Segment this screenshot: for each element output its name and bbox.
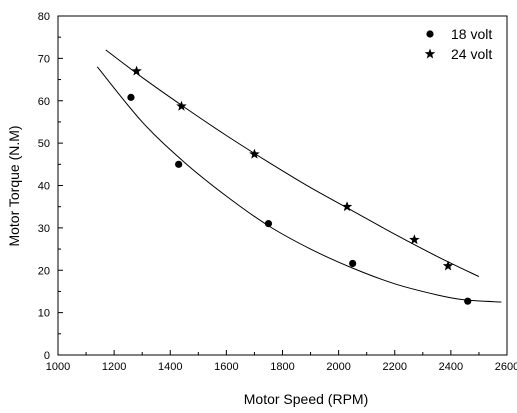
y-tick-label: 50 bbox=[38, 138, 50, 150]
x-tick-label: 2600 bbox=[495, 361, 517, 373]
x-tick-label: 2000 bbox=[326, 361, 350, 373]
y-tick-label: 70 bbox=[38, 53, 50, 65]
fit-line-24-volt bbox=[105, 49, 480, 278]
x-tick-label: 2200 bbox=[383, 361, 407, 373]
plot-frame bbox=[57, 15, 508, 356]
legend-marker-18-volt bbox=[426, 30, 434, 38]
y-axis-title: Motor Torque (N.M) bbox=[6, 125, 22, 246]
x-tick-label: 1800 bbox=[270, 361, 294, 373]
data-point-18-volt bbox=[464, 297, 472, 305]
ticks-layer: 1000 1200 1400 1600 1800 2000 2200 2400 2600 0 10 2… bbox=[38, 11, 517, 373]
legend-label-18-volt: 18 volt bbox=[451, 26, 492, 42]
data-point-24-volt bbox=[131, 65, 142, 76]
x-tick-label: 1000 bbox=[46, 361, 70, 373]
data-point-24-volt bbox=[341, 201, 353, 212]
fit-line-18-volt bbox=[96, 66, 502, 303]
data-points-layer bbox=[127, 65, 472, 305]
data-point-18-volt bbox=[175, 160, 183, 168]
y-tick-label: 0 bbox=[44, 350, 50, 362]
x-tick-label: 2400 bbox=[439, 361, 463, 373]
x-tick-label: 1600 bbox=[214, 361, 238, 373]
data-point-18-volt bbox=[349, 259, 357, 268]
legend-symbol-24-volt bbox=[424, 48, 436, 59]
x-tick-label: 1200 bbox=[102, 361, 126, 373]
legend-symbol-18-volt bbox=[426, 30, 434, 38]
y-tick-label: 40 bbox=[38, 181, 50, 193]
y-tick-label: 60 bbox=[38, 96, 50, 108]
data-point-24-volt bbox=[442, 260, 454, 271]
x-tick-label: 1400 bbox=[158, 361, 182, 373]
y-tick-label: 30 bbox=[38, 223, 50, 235]
fit-lines-layer bbox=[96, 49, 502, 303]
legend-marker-24-volt bbox=[424, 48, 436, 59]
legend-label-24-volt: 24 volt bbox=[451, 46, 492, 62]
legend: 18 volt 24 volt bbox=[424, 26, 492, 62]
data-point-18-volt bbox=[127, 93, 135, 101]
data-point-18-volt bbox=[264, 220, 273, 228]
data-point-24-volt bbox=[176, 100, 187, 111]
y-tick-label: 80 bbox=[38, 11, 50, 23]
data-point-24-volt bbox=[249, 148, 260, 159]
x-axis-title: Motor Speed (RPM) bbox=[244, 391, 368, 407]
data-point-24-volt bbox=[409, 234, 420, 245]
y-tick-label: 20 bbox=[38, 265, 50, 277]
y-tick-label: 10 bbox=[38, 308, 50, 320]
